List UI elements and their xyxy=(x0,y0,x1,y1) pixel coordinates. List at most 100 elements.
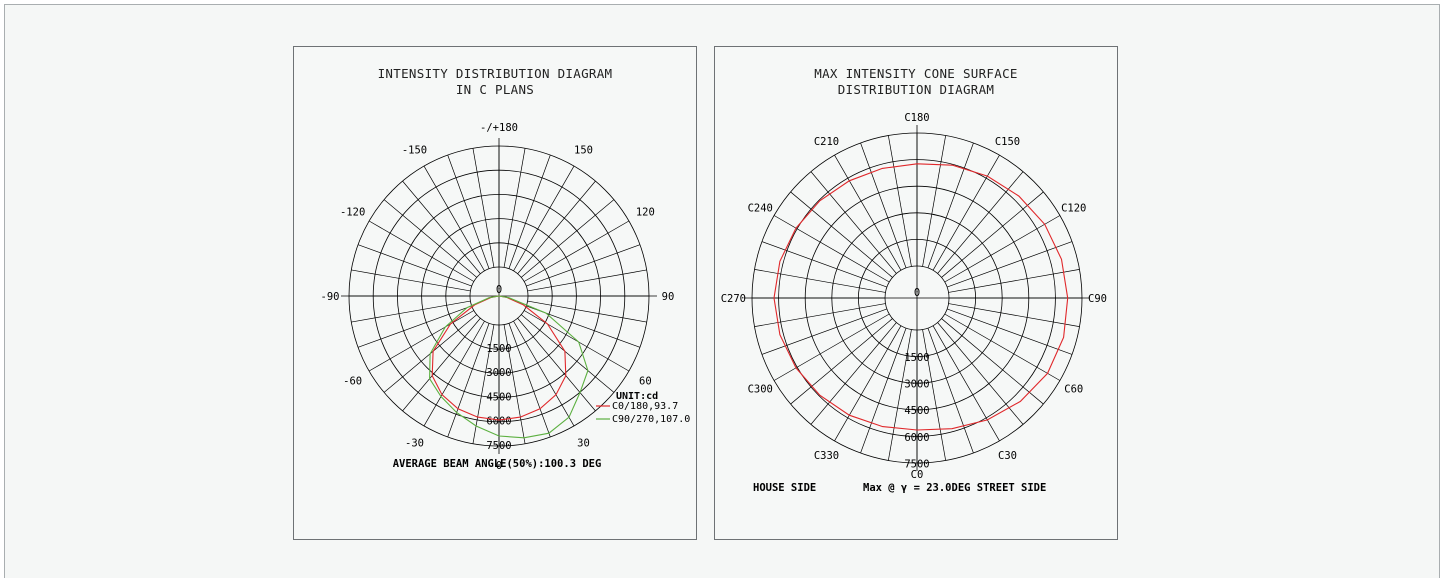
radial-tick-label: 0 xyxy=(496,284,502,296)
grid-spoke xyxy=(834,154,902,271)
radial-tick-label: 1500 xyxy=(904,352,929,364)
angle-label: -150 xyxy=(402,145,427,157)
grid-spoke xyxy=(761,241,888,288)
radial-tick-label: 1500 xyxy=(486,343,511,355)
grid-spoke xyxy=(351,300,471,323)
angle-label: -30 xyxy=(405,437,424,449)
grid-spoke xyxy=(520,199,615,278)
grid-spoke xyxy=(944,215,1061,283)
angle-label: -120 xyxy=(340,207,365,219)
radial-tick-label: 7500 xyxy=(904,458,929,470)
grid-spoke xyxy=(773,313,890,381)
angle-label: 60 xyxy=(639,376,652,388)
grid-spoke xyxy=(948,303,1080,327)
radial-tick-label: 4500 xyxy=(904,405,929,417)
grid-spoke xyxy=(526,244,641,287)
radial-tick-label: 0 xyxy=(914,287,920,299)
grid-spoke xyxy=(790,191,893,278)
angle-label: 0 xyxy=(496,460,502,472)
angle-label: 150 xyxy=(574,145,593,157)
grid-spoke xyxy=(472,148,495,268)
grid-spoke xyxy=(357,305,472,348)
max-intensity-curve xyxy=(773,163,1069,431)
panel-title-line2: DISTRIBUTION DIAGRAM xyxy=(837,82,995,97)
grid-spoke xyxy=(927,142,974,269)
grid-spoke xyxy=(888,135,912,267)
grid-spoke xyxy=(447,323,490,438)
angle-label: 90 xyxy=(662,291,675,303)
grid-spoke xyxy=(922,135,946,267)
grid-spoke xyxy=(368,310,475,372)
grid-spoke xyxy=(357,244,472,287)
angle-label: -60 xyxy=(343,376,362,388)
cone-surface-panel: MAX INTENSITY CONE SURFACE DISTRIBUTION … xyxy=(714,46,1118,540)
cone-angle-label: C210 xyxy=(814,136,839,148)
grid-spoke xyxy=(503,148,526,268)
grid-spoke xyxy=(922,329,946,461)
panel-title-line1: MAX INTENSITY CONE SURFACE xyxy=(814,66,1018,81)
grid-spoke xyxy=(368,220,475,282)
radial-tick-label: 3000 xyxy=(486,367,511,379)
grid-spoke xyxy=(888,329,912,461)
grid-spoke xyxy=(941,191,1044,278)
cone-angle-label: C60 xyxy=(1064,384,1083,396)
grid-spoke xyxy=(773,215,890,283)
grid-spoke xyxy=(937,322,1024,425)
grid-spoke xyxy=(937,171,1024,274)
grid-spoke xyxy=(520,314,615,393)
grid-spoke xyxy=(517,180,596,275)
grid-spoke xyxy=(927,327,974,454)
radial-tick-label: 4500 xyxy=(486,391,511,403)
grid-spoke xyxy=(402,180,481,275)
house-side-label: HOUSE SIDE xyxy=(753,482,816,494)
grid-spoke xyxy=(946,241,1073,288)
grid-spoke xyxy=(946,308,1073,355)
grid-spoke xyxy=(423,320,485,427)
grid-spoke xyxy=(423,165,485,272)
beam-angle-footer: AVERAGE BEAM ANGLE(50%):100.3 DEG xyxy=(393,458,602,470)
grid-spoke xyxy=(810,322,897,425)
grid-spoke xyxy=(508,323,551,438)
grid-spoke xyxy=(932,325,1000,442)
angle-label: 30 xyxy=(577,437,590,449)
legend-label: C0/180,93.7 xyxy=(612,401,678,412)
grid-spoke xyxy=(860,142,907,269)
angle-label: -/+180 xyxy=(480,122,518,134)
intensity-polar-chart: 0 1500 3000 4500 6000 7500 -/+180 150 120 90 60 30 0… xyxy=(321,122,691,472)
cone-angle-label: C330 xyxy=(814,450,839,462)
radial-tick-label: 3000 xyxy=(904,379,929,391)
cone-angle-label: C90 xyxy=(1088,293,1107,305)
cone-angle-label: C150 xyxy=(995,136,1020,148)
grid-spoke xyxy=(513,320,575,427)
grid-spoke xyxy=(860,327,907,454)
grid-spoke xyxy=(351,269,471,292)
radial-tick-label: 7500 xyxy=(486,440,511,452)
panel-title-line1: INTENSITY DISTRIBUTION DIAGRAM xyxy=(377,66,613,81)
grid-spoke xyxy=(761,308,888,355)
grid-spoke xyxy=(944,313,1061,381)
cone-angle-label: C240 xyxy=(748,203,773,215)
series-curve-0 xyxy=(431,295,567,421)
unit-label: UNIT:cd xyxy=(616,391,658,402)
grid-spoke xyxy=(810,171,897,274)
grid-spoke xyxy=(754,269,886,293)
grid-spoke xyxy=(517,317,596,412)
grid-spoke xyxy=(503,324,526,444)
grid-spoke xyxy=(932,154,1000,271)
grid-spoke xyxy=(402,317,481,412)
series-curve-1 xyxy=(429,295,589,439)
cone-angle-label: C300 xyxy=(748,384,773,396)
angle-label: 120 xyxy=(636,207,655,219)
grid-spoke xyxy=(527,300,647,323)
radial-tick-label: 6000 xyxy=(904,432,929,444)
grid-spoke xyxy=(383,199,478,278)
grid-spoke xyxy=(472,324,495,444)
grid-spoke xyxy=(447,154,490,269)
grid-spoke xyxy=(790,318,893,405)
grid-spoke xyxy=(523,220,630,282)
cone-angle-label: C30 xyxy=(998,450,1017,462)
angle-label: -90 xyxy=(321,291,340,303)
cone-angle-label: C270 xyxy=(721,293,746,305)
cone-angle-label: C120 xyxy=(1061,203,1086,215)
